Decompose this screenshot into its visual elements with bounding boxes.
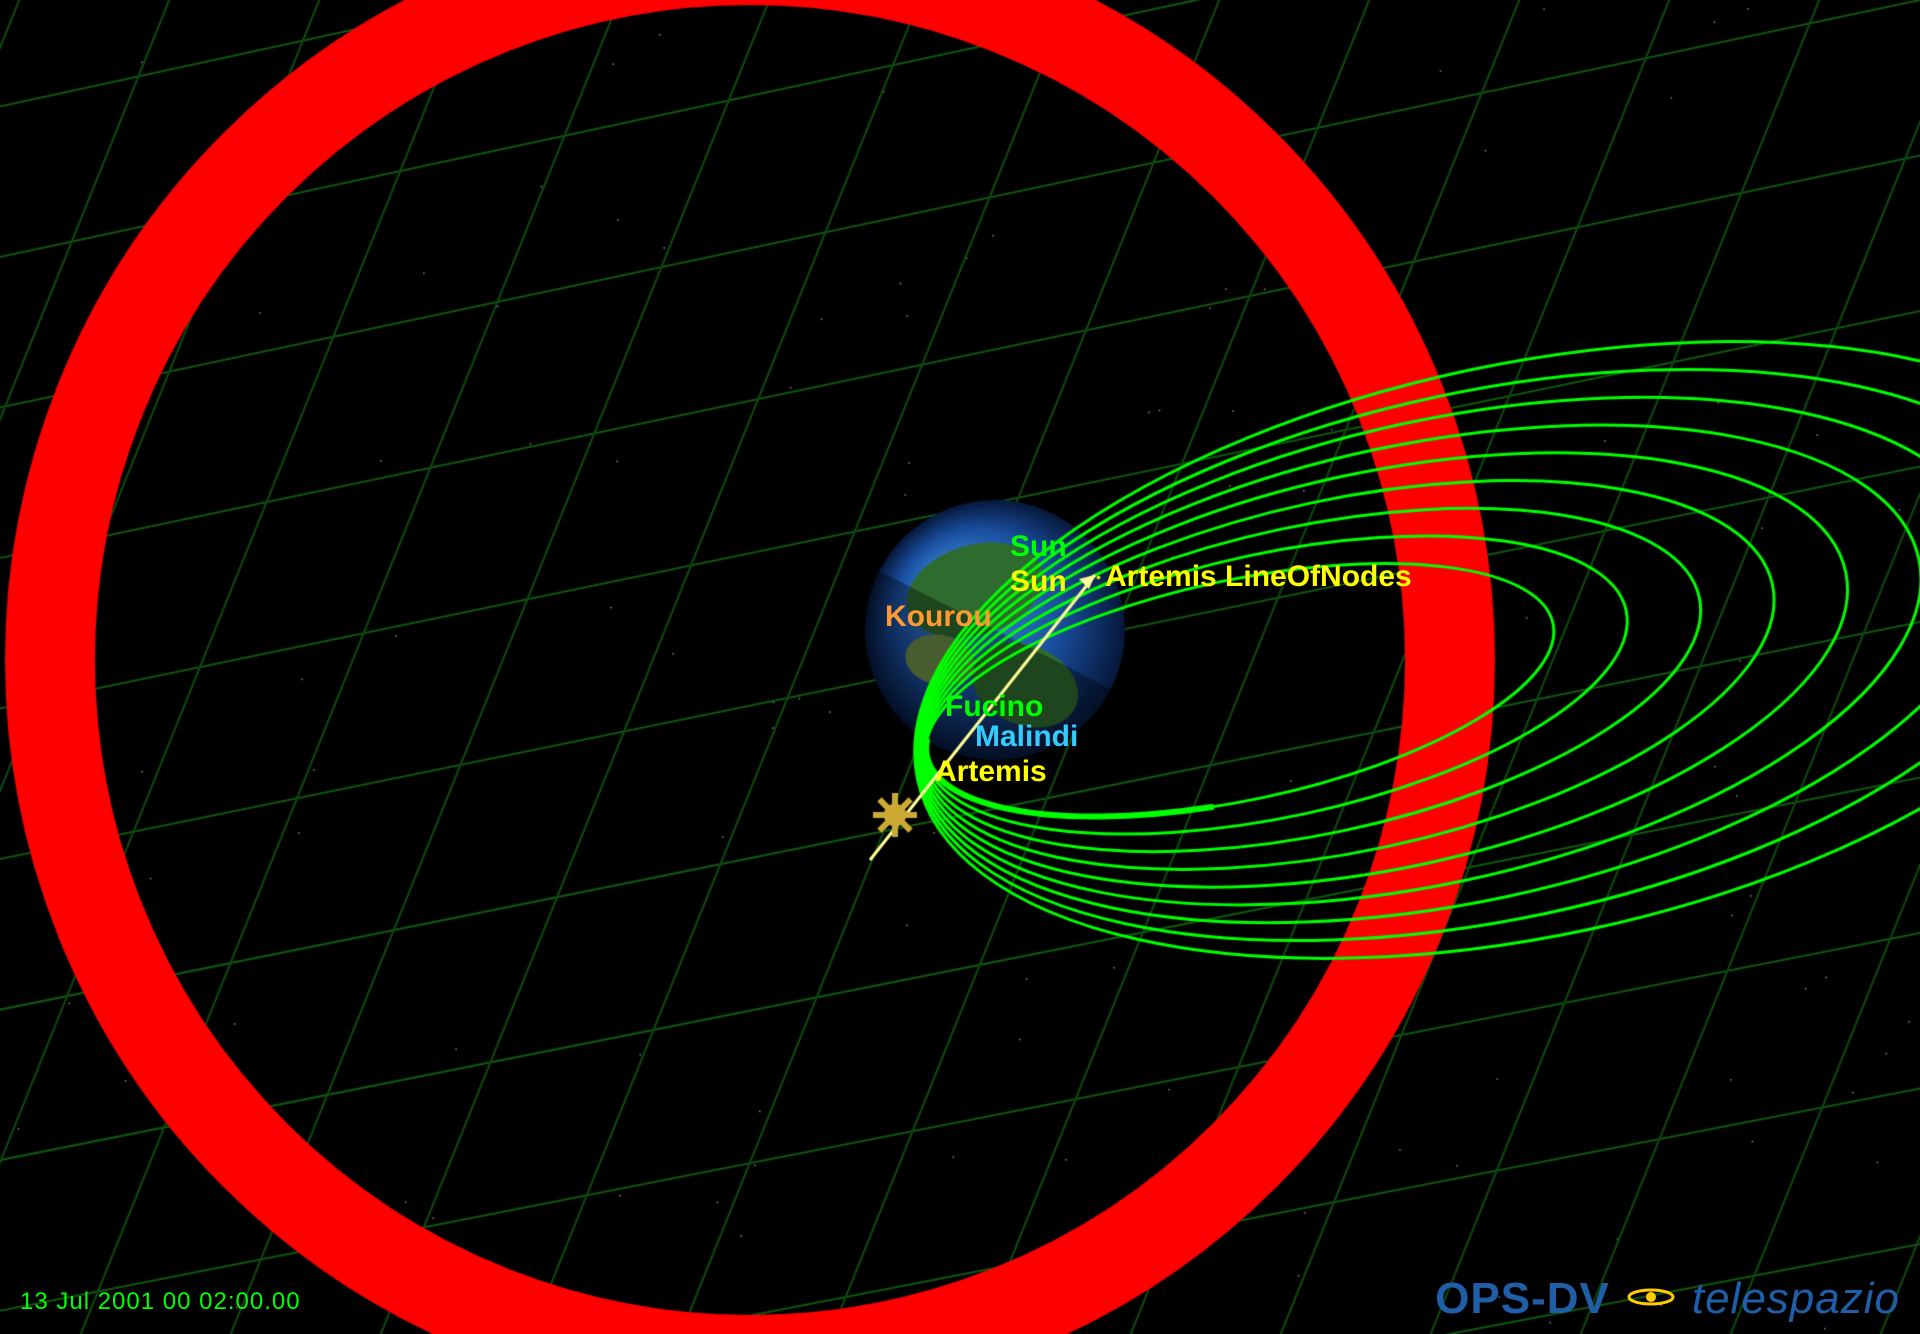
logo-ops: OPS-DV (1435, 1274, 1610, 1324)
orbit-visualization (0, 0, 1920, 1334)
logo-telespazio: telespazio (1692, 1274, 1900, 1324)
logo-block: OPS-DV telespazio (1435, 1274, 1900, 1324)
logo-separator-icon (1624, 1283, 1678, 1316)
timestamp: 13 Jul 2001 00 02:00.00 (20, 1288, 301, 1316)
